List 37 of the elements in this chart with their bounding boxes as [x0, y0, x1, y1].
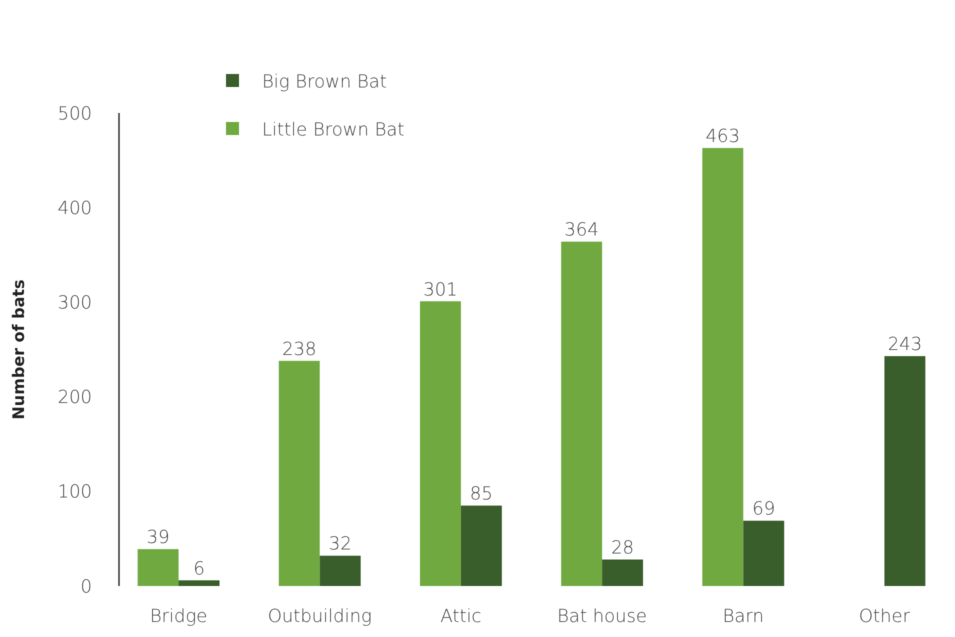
bar: [743, 520, 784, 586]
x-tick-label: Bridge: [150, 606, 208, 627]
y-tick-label: 500: [58, 103, 92, 124]
data-label: 32: [328, 534, 352, 555]
data-label: 39: [146, 527, 170, 548]
data-label: 463: [706, 126, 740, 147]
bar: [278, 360, 320, 586]
x-tick-label: Attic: [440, 606, 482, 627]
data-label: 69: [752, 498, 776, 520]
x-tick-label: Barn: [722, 606, 764, 627]
bar: [460, 506, 502, 586]
bar: [561, 242, 602, 586]
y-tick-label: 300: [58, 292, 92, 314]
bar: [884, 356, 926, 586]
bar: [178, 580, 220, 586]
data-label: 301: [423, 279, 458, 300]
legend-label: Big Brown Bat: [262, 71, 387, 92]
legend-label: Little Brown Bat: [262, 119, 404, 140]
y-tick-label: 100: [58, 482, 92, 503]
bar: [420, 301, 461, 586]
data-label: 85: [470, 484, 493, 505]
bar: [702, 148, 744, 586]
y-axis-title: Number of bats: [9, 279, 28, 420]
data-label: 28: [611, 538, 634, 559]
data-label: 243: [888, 334, 922, 356]
y-tick-label: 400: [58, 198, 92, 219]
y-tick-label: 200: [58, 387, 92, 408]
y-tick-label: 0: [80, 576, 92, 598]
x-tick-label: Other: [858, 606, 911, 627]
data-label: 238: [282, 338, 316, 360]
x-tick-label: Outbuilding: [268, 606, 372, 627]
x-tick-label: Bat house: [557, 606, 648, 627]
bar: [320, 556, 361, 586]
data-label: 6: [193, 558, 205, 580]
data-label: 364: [564, 220, 599, 241]
bar: [138, 549, 179, 586]
bar: [602, 560, 644, 586]
